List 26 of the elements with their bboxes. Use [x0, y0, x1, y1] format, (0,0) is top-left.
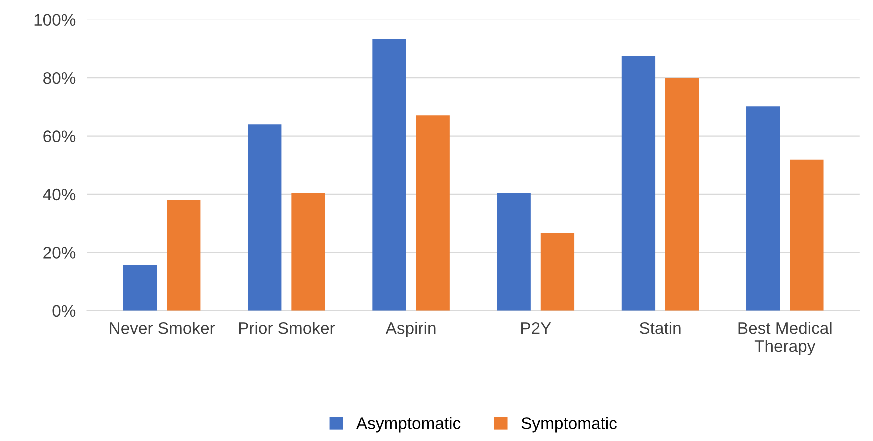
x-tick-label: Never Smoker	[110, 322, 216, 334]
y-tick-label: 80%	[44, 72, 76, 84]
y-tick-label: 40%	[43, 188, 76, 201]
bar	[248, 124, 282, 311]
bar	[497, 193, 531, 311]
legend-label: Asymptomatic	[356, 417, 461, 433]
bar	[372, 39, 406, 311]
bar	[746, 106, 780, 311]
bar	[416, 116, 450, 311]
bar	[292, 193, 326, 311]
y-tick-label: 60%	[44, 130, 76, 142]
legend-label: Symptomatic	[522, 417, 617, 433]
bar	[622, 56, 656, 311]
y-tick-label: 100%	[34, 14, 76, 26]
bar	[790, 160, 824, 311]
bar	[123, 266, 158, 311]
bar	[666, 78, 700, 311]
bar	[540, 233, 575, 311]
x-tick-label: Statin	[640, 322, 681, 334]
y-tick-label: 0%	[52, 305, 76, 318]
x-tick-label: Best Medical Therapy	[738, 322, 832, 356]
x-tick-label: Prior Smoker	[239, 322, 336, 334]
x-tick-label: P2Y	[522, 322, 552, 334]
x-tick-label: Aspirin	[386, 322, 436, 338]
bar	[167, 200, 201, 311]
y-tick-label: 20%	[44, 247, 76, 259]
